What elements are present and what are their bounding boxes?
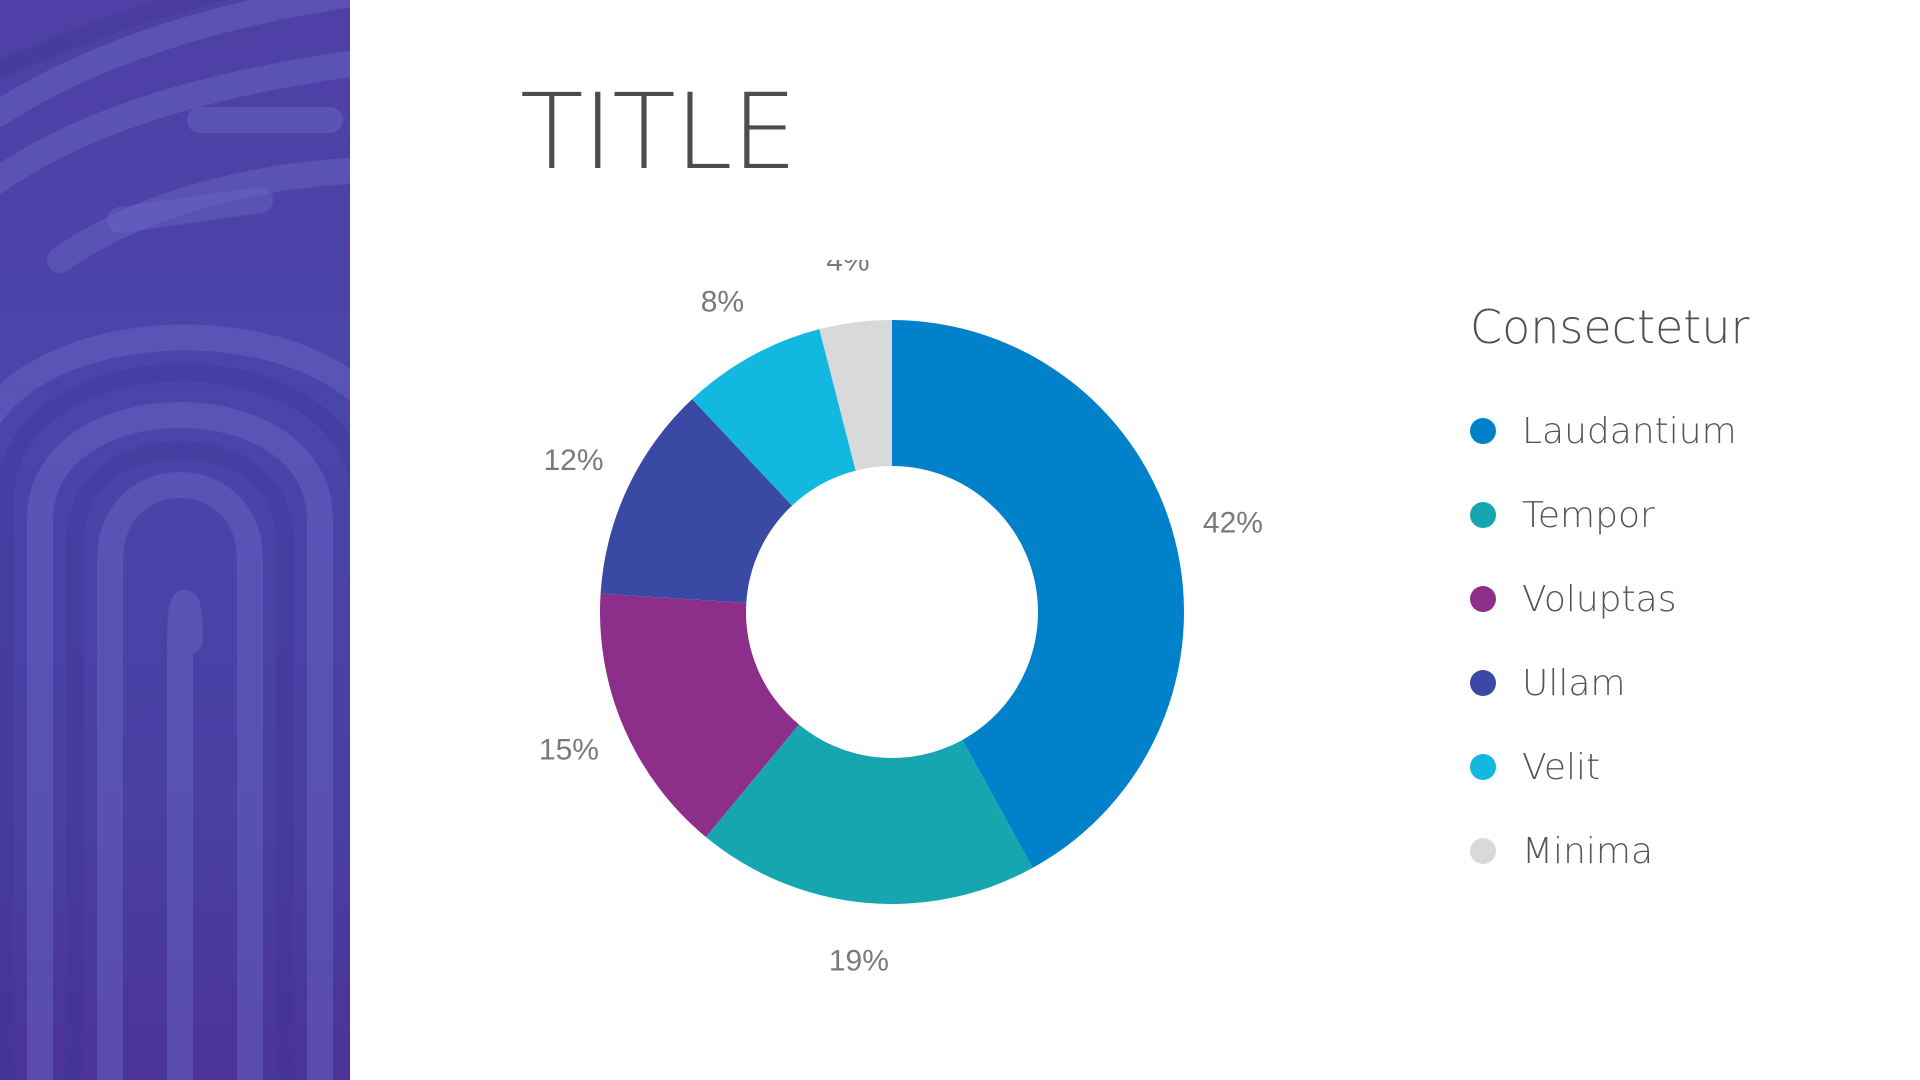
legend-label: Ullam <box>1522 662 1626 704</box>
donut-chart: 42% 19% 15% 12% 8% 4% <box>539 260 1263 977</box>
legend-swatch-icon <box>1470 502 1496 529</box>
legend-label: Velit <box>1522 746 1601 788</box>
legend-item-laudantium: Laudantium <box>1470 389 1890 473</box>
value-label-voluptas: 15% <box>539 734 599 767</box>
value-label-ullam: 12% <box>543 444 603 477</box>
slice-ullam <box>600 399 793 603</box>
decorative-side-panel <box>0 0 350 1080</box>
legend-title: Consectetur <box>1470 300 1750 354</box>
legend-swatch-icon <box>1470 838 1496 865</box>
legend-label: Laudantium <box>1522 410 1737 452</box>
slice-voluptas <box>600 593 799 837</box>
legend-swatch-icon <box>1470 586 1496 613</box>
slice-tempor <box>705 724 1033 904</box>
legend-swatch-icon <box>1470 418 1496 445</box>
value-label-tempor: 19% <box>829 944 889 977</box>
chart-legend: Consectetur Laudantium Tempor Voluptas Ulla… <box>1470 300 1890 893</box>
legend-swatch-icon <box>1470 670 1496 697</box>
legend-item-minima: Minima <box>1470 809 1890 893</box>
slice-velit <box>692 329 856 506</box>
legend-items: Laudantium Tempor Voluptas Ullam Velit Minima <box>1470 389 1890 893</box>
legend-item-voluptas: Voluptas <box>1470 557 1890 641</box>
legend-label: Voluptas <box>1522 578 1677 620</box>
value-label-velit: 8% <box>701 285 744 318</box>
slide-title: TITLE <box>520 71 797 193</box>
legend-item-tempor: Tempor <box>1470 473 1890 557</box>
legend-label: Tempor <box>1522 494 1655 536</box>
legend-item-velit: Velit <box>1470 725 1890 809</box>
slice-minima <box>819 320 892 471</box>
donut-slices <box>600 320 1184 904</box>
value-label-laudantium: 42% <box>1203 506 1263 539</box>
legend-label: Minima <box>1522 830 1654 872</box>
slice-laudantium <box>892 320 1184 868</box>
fingerprint-pattern-icon <box>0 0 350 1080</box>
donut-value-labels: 42% 19% 15% 12% 8% 4% <box>539 260 1263 977</box>
value-label-minima: 4% <box>826 260 869 278</box>
legend-swatch-icon <box>1470 754 1496 781</box>
legend-item-ullam: Ullam <box>1470 641 1890 725</box>
